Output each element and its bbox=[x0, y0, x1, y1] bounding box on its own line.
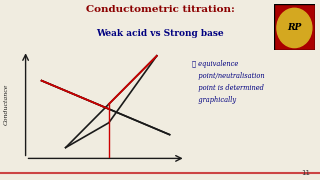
Circle shape bbox=[277, 8, 312, 48]
Text: Conductance: Conductance bbox=[4, 84, 9, 125]
Text: RP: RP bbox=[287, 23, 301, 32]
Text: 11: 11 bbox=[301, 170, 310, 176]
Text: Weak acid vs Strong base: Weak acid vs Strong base bbox=[96, 29, 224, 38]
Text: Volume of NaOH(ml) $\longrightarrow$: Volume of NaOH(ml) $\longrightarrow$ bbox=[65, 178, 146, 180]
FancyBboxPatch shape bbox=[274, 4, 315, 50]
Text: ❖ equivalence
   point/neutralisation
   point is determined
   graphically: ❖ equivalence point/neutralisation point… bbox=[192, 60, 264, 104]
Text: Conductometric titration:: Conductometric titration: bbox=[85, 5, 235, 14]
